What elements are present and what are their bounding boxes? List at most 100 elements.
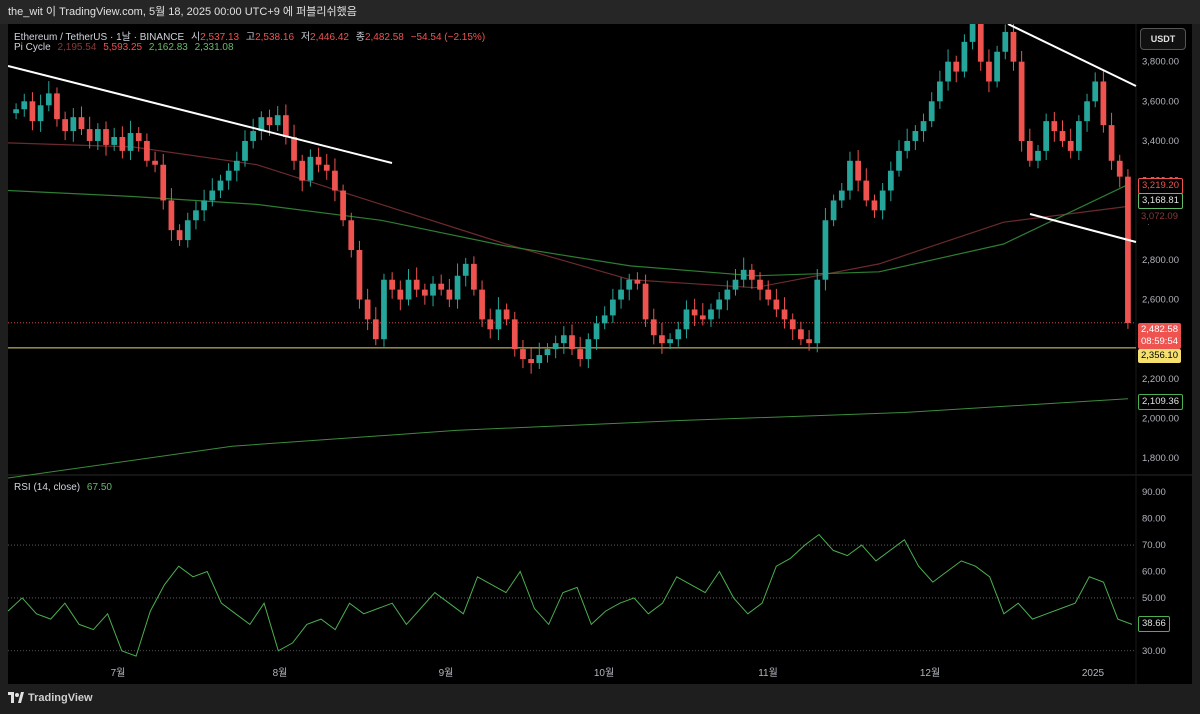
time-axis-label: 7월 — [111, 667, 126, 679]
price-tick-label: 2,800.00 — [1142, 255, 1179, 266]
time-axis-label: 10월 — [594, 667, 614, 679]
candle-body — [520, 349, 526, 360]
candle-body — [920, 121, 927, 132]
candle-body — [1108, 125, 1115, 161]
candle-body — [471, 263, 477, 290]
candle-body — [683, 309, 690, 330]
price-tag-long-ma: 2,109.36 — [1138, 394, 1183, 410]
candle-body — [283, 115, 289, 137]
candle-body — [70, 117, 77, 132]
candle-body — [78, 117, 85, 130]
candle-body — [266, 117, 273, 126]
tradingview-brand: TradingView — [28, 692, 93, 704]
tradingview-logo[interactable]: TradingView — [8, 692, 93, 704]
price-tick-label: 1,800.00 — [1142, 453, 1179, 464]
candle-body — [716, 299, 723, 310]
candle-body — [389, 279, 396, 290]
candle-body — [405, 279, 412, 300]
candle-body — [773, 299, 780, 310]
candle-body — [1076, 121, 1082, 151]
rsi-label: RSI (14, close) — [14, 482, 81, 493]
candle-body — [193, 210, 199, 221]
candle-body — [961, 41, 968, 72]
candle-body — [977, 24, 984, 62]
candle-body — [1026, 140, 1033, 161]
candle-body — [176, 230, 183, 241]
chart-frame[interactable]: 3,800.003,600.003,400.003,200.003,000.00… — [8, 24, 1192, 684]
rsi-tick-label: 60.00 — [1142, 567, 1166, 578]
candle-body — [119, 136, 126, 151]
candle-body — [634, 279, 641, 284]
candle-body — [757, 279, 763, 290]
candle-body — [160, 164, 167, 201]
price-tick-label: 3,400.00 — [1142, 136, 1179, 147]
candle-body — [577, 349, 584, 360]
candle-body — [397, 289, 404, 300]
candle-body — [994, 51, 1000, 82]
candle-body — [732, 279, 739, 290]
change-value: −54.54 (−2.15%) — [410, 32, 486, 43]
candle-body — [560, 335, 567, 344]
candle-body — [544, 349, 551, 356]
candle-body — [1010, 31, 1017, 62]
candle-body — [781, 309, 788, 320]
candle-body — [601, 315, 608, 324]
candle-body — [838, 190, 845, 201]
candle-body — [1116, 160, 1123, 177]
candle-body — [446, 289, 453, 300]
candle-body — [1043, 121, 1050, 151]
candle-body — [381, 279, 387, 340]
time-axis-label: 9월 — [439, 667, 454, 679]
candle-body — [315, 156, 322, 165]
pi-cycle-red-line — [8, 142, 1129, 289]
candle-body — [340, 190, 346, 221]
candle-body — [372, 319, 379, 340]
candle-body — [642, 283, 649, 320]
candle-body — [691, 309, 698, 316]
candle-body — [54, 93, 60, 120]
candle-body — [1084, 101, 1090, 122]
rsi-line — [8, 533, 1133, 657]
candle-body — [511, 319, 518, 350]
footer-bar: TradingView — [0, 684, 1200, 714]
candle-body — [487, 319, 494, 330]
candle-body — [536, 355, 543, 363]
candle-body — [258, 117, 265, 132]
candle-body — [1100, 81, 1107, 126]
candle-body — [462, 263, 469, 276]
pi-value-2: 5,593.25 — [103, 42, 143, 53]
candle-body — [675, 329, 682, 340]
price-tag-ma-red: 3,072.09 — [1138, 210, 1181, 224]
price-tag-countdown: 08:59:54 — [1138, 335, 1181, 349]
candle-body — [144, 140, 150, 161]
currency-button[interactable]: USDT — [1140, 28, 1186, 50]
chart-canvas[interactable]: 3,800.003,600.003,400.003,200.003,000.00… — [8, 24, 1192, 684]
candle-body — [855, 160, 861, 181]
candle-body — [871, 200, 878, 211]
symbol-legend: Ethereum / TetherUS · 1날 · BINANCE 시2,53… — [14, 28, 489, 43]
candle-body — [127, 133, 134, 151]
price-tag-rsi: 38.66 — [1138, 616, 1170, 632]
rsi-tick-label: 30.00 — [1142, 646, 1166, 657]
candle-body — [479, 289, 485, 320]
candle-body — [307, 156, 314, 181]
price-tick-label: 2,600.00 — [1142, 295, 1179, 306]
candle-body — [184, 220, 191, 241]
candle-body — [168, 200, 175, 231]
candle-body — [250, 131, 257, 141]
candle-body — [928, 101, 935, 122]
candle-body — [1067, 140, 1074, 151]
tradingview-logo-icon — [8, 692, 24, 703]
candle-body — [1051, 121, 1058, 132]
price-tick-label: 2,200.00 — [1142, 374, 1179, 385]
rsi-tick-label: 90.00 — [1142, 487, 1166, 498]
candle-body — [225, 170, 232, 181]
close-value: 2,482.58 — [364, 32, 404, 43]
pi-cycle-legend: Pi Cycle 2,195.54 5,593.25 2,162.83 2,33… — [14, 42, 238, 53]
candle-body — [937, 81, 943, 102]
candle-body — [323, 164, 330, 171]
candle-body — [986, 61, 992, 82]
price-tick-label: 3,600.00 — [1142, 96, 1179, 107]
rsi-tick-label: 50.00 — [1142, 593, 1166, 604]
price-tick-label: 2,000.00 — [1142, 413, 1179, 424]
